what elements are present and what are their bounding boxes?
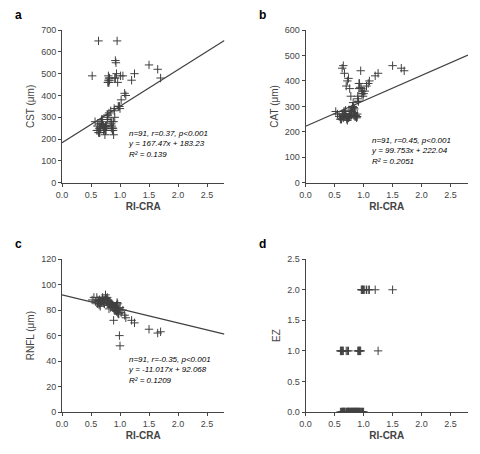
svg-text:300: 300 (285, 102, 300, 112)
svg-text:20: 20 (46, 382, 56, 392)
svg-text:200: 200 (41, 134, 56, 144)
svg-text:n=91, r=0.45, p<0.001y = 99.75: n=91, r=0.45, p<0.001y = 99.753x + 222.0… (371, 136, 451, 166)
svg-text:CAT (μm): CAT (μm) (269, 85, 280, 128)
svg-text:n=91, r=0.37, p<0.001y = 167.4: n=91, r=0.37, p<0.001y = 167.47x + 183.2… (128, 129, 208, 159)
svg-text:1.0: 1.0 (357, 190, 370, 200)
svg-text:0.0: 0.0 (56, 419, 69, 429)
svg-text:RNFL (μm): RNFL (μm) (25, 311, 36, 360)
svg-text:200: 200 (285, 127, 300, 137)
svg-text:1.5: 1.5 (386, 190, 399, 200)
svg-text:40: 40 (46, 356, 56, 366)
svg-text:0.0: 0.0 (299, 419, 312, 429)
svg-text:2.0: 2.0 (415, 190, 428, 200)
svg-text:500: 500 (41, 69, 56, 79)
svg-text:100: 100 (41, 156, 56, 166)
svg-text:RI-CRA: RI-CRA (369, 430, 404, 441)
svg-text:2.5: 2.5 (444, 419, 457, 429)
svg-text:n=91, r=-0.35, p<0.001y = -11.: n=91, r=-0.35, p<0.001y = -11.017x + 92.… (128, 355, 211, 385)
svg-text:600: 600 (285, 25, 300, 35)
svg-text:EZ: EZ (271, 329, 282, 342)
svg-text:2.5: 2.5 (201, 190, 214, 200)
svg-text:0.0: 0.0 (299, 190, 312, 200)
svg-text:1.5: 1.5 (386, 419, 399, 429)
svg-text:0.5: 0.5 (328, 190, 341, 200)
svg-text:CST (μm): CST (μm) (25, 85, 36, 128)
svg-text:RI-CRA: RI-CRA (126, 201, 161, 212)
svg-text:2.0: 2.0 (287, 285, 300, 295)
svg-text:0: 0 (295, 178, 300, 188)
svg-text:0.5: 0.5 (85, 419, 98, 429)
svg-text:0.0: 0.0 (56, 190, 69, 200)
svg-text:100: 100 (285, 152, 300, 162)
svg-text:1.0: 1.0 (287, 346, 300, 356)
svg-text:RI-CRA: RI-CRA (126, 430, 161, 441)
svg-text:0.5: 0.5 (85, 190, 98, 200)
svg-text:c: c (15, 237, 22, 251)
svg-text:120: 120 (41, 254, 56, 264)
svg-text:1.0: 1.0 (357, 419, 370, 429)
svg-text:700: 700 (41, 25, 56, 35)
svg-text:60: 60 (46, 331, 56, 341)
svg-text:RI-CRA: RI-CRA (369, 201, 404, 212)
svg-text:1.0: 1.0 (114, 190, 127, 200)
svg-text:0.5: 0.5 (287, 377, 300, 387)
svg-text:0: 0 (51, 178, 56, 188)
svg-text:600: 600 (41, 47, 56, 57)
svg-text:400: 400 (41, 91, 56, 101)
svg-text:2.5: 2.5 (444, 190, 457, 200)
svg-text:b: b (259, 8, 266, 22)
svg-text:400: 400 (285, 76, 300, 86)
svg-text:80: 80 (46, 305, 56, 315)
svg-text:500: 500 (285, 51, 300, 61)
svg-text:0: 0 (51, 407, 56, 417)
svg-text:1.5: 1.5 (143, 419, 156, 429)
svg-text:2.0: 2.0 (415, 419, 428, 429)
svg-text:2.0: 2.0 (172, 419, 185, 429)
svg-text:1.0: 1.0 (114, 419, 127, 429)
svg-text:2.5: 2.5 (201, 419, 214, 429)
svg-text:1.5: 1.5 (143, 190, 156, 200)
svg-text:300: 300 (41, 112, 56, 122)
svg-text:0.0: 0.0 (287, 407, 300, 417)
svg-text:2.5: 2.5 (287, 254, 300, 264)
svg-text:0.5: 0.5 (328, 419, 341, 429)
svg-text:d: d (259, 237, 266, 251)
svg-text:2.0: 2.0 (172, 190, 185, 200)
svg-text:1.5: 1.5 (287, 315, 300, 325)
svg-text:a: a (15, 8, 22, 22)
svg-text:100: 100 (41, 280, 56, 290)
